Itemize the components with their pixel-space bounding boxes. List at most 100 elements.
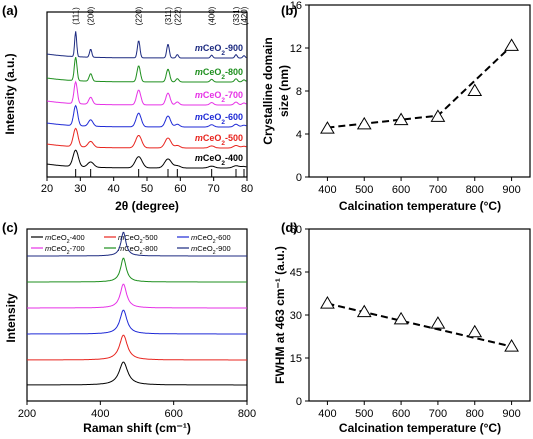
panel-d-trend-line: [327, 302, 512, 348]
y-tick-label: 8: [296, 86, 302, 98]
x-tick-label: 900: [502, 184, 520, 196]
data-point-triangle: [320, 296, 335, 309]
y-tick-label: 12: [290, 43, 302, 55]
y-tick-label: 45: [290, 267, 302, 279]
panel-b-label: (b): [281, 3, 298, 18]
panel-c-ylabel: Intensity: [4, 293, 18, 343]
xrd-series-label: mCeO2-500: [195, 133, 243, 147]
y-tick-label: 4: [296, 129, 302, 141]
data-point-triangle: [430, 316, 446, 329]
xrd-peak-label: (222): [173, 6, 182, 25]
panel-a-traces: [46, 31, 247, 169]
panel-c-frame: [26, 228, 248, 402]
panel-b-ylabel-line1: Crystalline domain: [261, 37, 275, 144]
raman-trace: [27, 257, 247, 283]
panel-d-label: (d): [281, 220, 298, 235]
x-tick-label: 900: [502, 408, 520, 420]
raman-trace: [27, 231, 247, 257]
xrd-peak-label: (400): [208, 6, 217, 25]
legend-entry: mCeO2-700: [45, 244, 85, 256]
xrd-series-label: mCeO2-400: [195, 153, 243, 167]
panel-a-peak-labels: (111) (200) (220) (311) (222) (400) (331) (420): [72, 6, 249, 25]
panel-a-x-ticks: 20 30 40 50 60 70 80: [41, 177, 253, 195]
panel-c-legend: mCeO2-400 mCeO2-500 mCeO2-600 mCeO2-700 mCeO…: [31, 233, 231, 256]
xrd-peak-label: (111): [72, 7, 81, 25]
panel-c-label: (c): [2, 220, 18, 235]
x-tick-label: 600: [164, 408, 182, 420]
x-tick-label: 400: [318, 184, 336, 196]
panel-d-ticks: 400 500 600 700 800 900 0 15 30 45 60: [290, 224, 521, 420]
data-point-triangle: [430, 109, 446, 122]
legend-entry: mCeO2-900: [191, 244, 231, 256]
panel-b: (b) 400 500 600 700 800 900 0 4 8 12 16 Calcinatio…: [261, 0, 531, 213]
xrd-peak-label: (311): [164, 7, 173, 25]
xrd-peak-label: (420): [240, 6, 249, 25]
x-tick-label: 400: [318, 408, 336, 420]
y-tick-label: 0: [296, 172, 302, 184]
raman-trace: [27, 283, 247, 309]
panel-b-points: [320, 38, 519, 134]
x-tick-label: 40: [108, 183, 120, 195]
x-tick-label: 200: [18, 408, 36, 420]
x-tick-label: 30: [74, 183, 86, 195]
x-tick-label: 500: [355, 184, 373, 196]
panel-c-x-ticks: 200 400 600 800: [18, 401, 256, 420]
xrd-peak-label: (200): [87, 6, 96, 25]
panel-d-frame: [308, 228, 531, 402]
xrd-series-label: mCeO2-900: [195, 43, 243, 57]
x-tick-label: 800: [466, 184, 484, 196]
x-tick-label: 600: [392, 184, 410, 196]
x-tick-label: 50: [141, 183, 153, 195]
panel-d-ylabel: FWHM at 463 cm⁻¹ (a.u.): [273, 246, 287, 384]
panel-a-ylabel: Intensity (a.u.): [3, 53, 17, 134]
panel-d-points: [320, 296, 519, 352]
panel-c-traces: [27, 231, 247, 386]
raman-trace: [27, 334, 247, 361]
x-tick-label: 20: [41, 183, 53, 195]
data-point-triangle: [356, 116, 372, 130]
y-tick-label: 30: [290, 310, 302, 322]
panel-b-ylabel-line2: size (nm): [277, 65, 291, 117]
panel-a-label: (a): [2, 3, 18, 18]
xrd-series-label: mCeO2-600: [195, 112, 243, 126]
legend-entry: mCeO2-600: [191, 233, 231, 245]
xrd-series-label: mCeO2-800: [195, 67, 243, 81]
xrd-trace: [46, 104, 247, 128]
x-tick-label: 600: [392, 408, 410, 420]
xrd-trace: [46, 127, 247, 149]
data-point-triangle: [393, 112, 409, 126]
data-point-triangle: [504, 339, 519, 352]
x-tick-label: 700: [429, 184, 447, 196]
y-tick-label: 60: [290, 224, 302, 236]
raman-trace: [27, 309, 247, 335]
x-tick-label: 800: [466, 408, 484, 420]
x-tick-label: 70: [208, 183, 220, 195]
panel-a: (a) (111) (200) (220) (311) (222) (400) (331)(…: [2, 3, 253, 213]
xrd-trace: [46, 149, 247, 169]
data-point-triangle: [467, 324, 483, 338]
panel-b-ticks: 400 500 600 700 800 900 0 4 8 12 16: [290, 0, 521, 196]
data-point-triangle: [504, 38, 519, 51]
y-tick-label: 15: [290, 353, 302, 365]
panel-b-trend-line: [327, 45, 513, 129]
xrd-peak-label: (331): [232, 6, 241, 25]
xrd-trace: [46, 80, 247, 106]
panel-b-xlabel: Calcination temperature (°C): [339, 199, 501, 213]
xrd-series-label: mCeO2-700: [195, 90, 243, 104]
panel-a-xlabel: 2θ (degree): [115, 199, 179, 213]
xrd-trace: [46, 56, 247, 83]
data-point-triangle: [320, 121, 335, 134]
raman-trace: [27, 361, 247, 386]
panel-a-peak-markers: [75, 169, 245, 177]
data-point-triangle: [393, 311, 409, 325]
panel-d: (d) 400 500 600 700 800 900 0 15 30 45 60 Calcinat…: [273, 220, 531, 435]
legend-entry: mCeO2-800: [118, 244, 158, 256]
x-tick-label: 800: [238, 408, 256, 420]
x-tick-label: 80: [241, 183, 253, 195]
legend-entry: mCeO2-400: [45, 233, 85, 245]
x-tick-label: 60: [174, 183, 186, 195]
panel-b-frame: [308, 4, 531, 178]
data-point-triangle: [356, 304, 372, 318]
panel-d-xlabel: Calcination temperature (°C): [339, 421, 501, 435]
